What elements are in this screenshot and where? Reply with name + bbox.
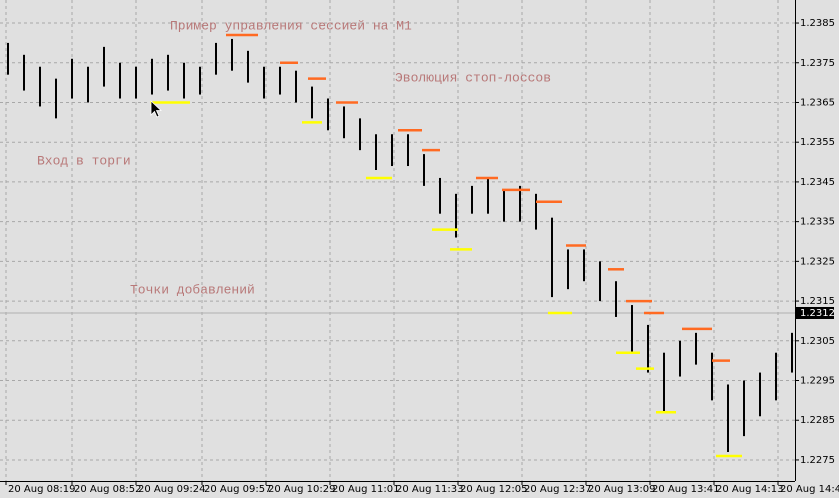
marks bbox=[7, 33, 793, 458]
y-tick-label: 1.2365 bbox=[800, 97, 835, 108]
cursor bbox=[150, 100, 163, 118]
x-tick-label: 20 Aug 11:33 bbox=[396, 484, 463, 495]
y-tick-label: 1.2335 bbox=[800, 217, 835, 228]
x-tick-label: 20 Aug 10:29 bbox=[268, 484, 335, 495]
x-tick-label: 20 Aug 08:52 bbox=[74, 484, 141, 495]
y-tick-label: 1.2355 bbox=[800, 137, 835, 148]
x-tick-label: 20 Aug 09:57 bbox=[204, 484, 271, 495]
y-tick-label: 1.2295 bbox=[800, 376, 835, 387]
y-tick-label: 1.2345 bbox=[800, 177, 835, 188]
x-tick-label: 20 Aug 13:09 bbox=[588, 484, 655, 495]
last-price-label: 1.2312 bbox=[800, 308, 835, 319]
y-tick-label: 1.2375 bbox=[800, 58, 835, 69]
x-tick-label: 20 Aug 08:19 bbox=[8, 484, 75, 495]
y-tick-label: 1.2385 bbox=[800, 18, 835, 29]
y-tick-label: 1.2315 bbox=[800, 296, 835, 307]
y-tick-label: 1.2325 bbox=[800, 256, 835, 267]
x-tick-label: 20 Aug 14:13 bbox=[716, 484, 783, 495]
annotation: Точки добавлений bbox=[130, 282, 255, 297]
annotation: Вход в торги bbox=[37, 153, 131, 168]
last-price-box bbox=[796, 306, 834, 319]
y-tick-label: 1.2305 bbox=[800, 336, 835, 347]
x-tick-label: 20 Aug 14:45 bbox=[780, 484, 839, 495]
y-tick-label: 1.2275 bbox=[800, 455, 835, 466]
x-tick-label: 20 Aug 13:41 bbox=[652, 484, 719, 495]
x-tick-label: 20 Aug 11:01 bbox=[332, 484, 399, 495]
x-tick-label: 20 Aug 12:05 bbox=[460, 484, 527, 495]
x-tick-label: 20 Aug 09:24 bbox=[138, 484, 205, 495]
x-tick-label: 20 Aug 12:37 bbox=[524, 484, 591, 495]
chart-title: Пример управления сессией на М1 bbox=[170, 18, 412, 33]
annotation: Эволюция стоп-лоссов bbox=[395, 70, 551, 85]
y-tick-label: 1.2285 bbox=[800, 415, 835, 426]
